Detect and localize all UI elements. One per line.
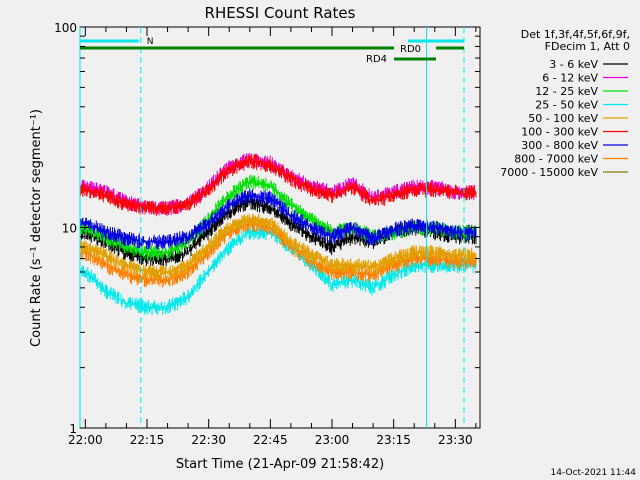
x-tick-label: 23:15 [376,433,411,447]
legend-label: 12 - 25 keV [535,85,598,98]
rd0-label: RD0 [400,44,421,55]
legend-label: 25 - 50 keV [535,99,598,112]
x-tick-label: 22:45 [253,433,288,447]
x-tick-label: 22:00 [68,433,103,447]
x-tick-label: 22:15 [130,433,165,447]
y-tick-label: 10 [62,222,77,236]
x-tick-label: 23:30 [438,433,473,447]
rd4-label: RD4 [366,54,387,65]
night-bar-label: N [147,37,154,47]
y-tick-label: 100 [54,21,77,35]
legend-label: 800 - 7000 keV [514,153,598,166]
plot-area: N RD0 RD4 1 10 100 22:00 22:15 22:30 22:45 23:00 23… [54,21,481,447]
legend-label: 7000 - 15000 keV [500,166,598,179]
legend-header: Det 1f,3f,4f,5f,6f,9f, [521,28,630,41]
y-axis-label: Count Rate (s⁻¹ detector segment⁻¹) [29,109,44,347]
series-300-800keV [79,188,477,250]
series-trace [79,188,477,250]
legend-label: 300 - 800 keV [521,139,598,152]
legend-label: 6 - 12 keV [542,72,598,85]
y-tick-label: 1 [69,422,77,436]
legend: Det 1f,3f,4f,5f,6f,9f,FDecim 1, Att 0 3 -… [500,28,630,179]
x-tick-label: 22:30 [191,433,226,447]
legend-header: FDecim 1, Att 0 [545,40,630,53]
x-tick-label: 23:00 [315,433,350,447]
legend-label: 100 - 300 keV [521,126,598,139]
render-timestamp: 14-Oct-2021 11:44 [551,468,637,478]
chart-title: RHESSI Count Rates [205,4,356,22]
x-axis-label: Start Time (21-Apr-09 21:58:42) [176,457,384,472]
legend-label: 3 - 6 keV [549,58,598,71]
legend-label: 50 - 100 keV [528,112,598,125]
